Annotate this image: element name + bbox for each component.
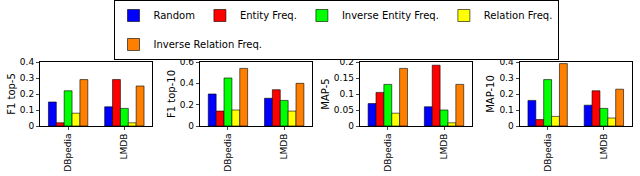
svg-text:0.3: 0.3 [20, 73, 34, 83]
svg-text:0.05: 0.05 [334, 105, 354, 115]
svg-text:0.1: 0.1 [499, 105, 513, 115]
svg-text:0.1: 0.1 [20, 105, 34, 115]
svg-text:LMDB: LMDB [439, 134, 449, 160]
svg-text:0.6: 0.6 [179, 57, 194, 68]
svg-text:0.1: 0.1 [340, 89, 354, 99]
svg-text:0.4: 0.4 [20, 57, 35, 67]
svg-text:Inverse Relation Freq.: Inverse Relation Freq. [154, 39, 263, 50]
svg-text:F1 top-5: F1 top-5 [6, 73, 17, 115]
svg-text:MAP-5: MAP-5 [320, 78, 331, 109]
svg-text:0: 0 [348, 121, 354, 131]
svg-text:0.4: 0.4 [499, 57, 514, 68]
svg-text:0.3: 0.3 [499, 73, 513, 83]
svg-text:MAP-10: MAP-10 [485, 75, 496, 113]
svg-text:0.2: 0.2 [499, 89, 513, 99]
svg-text:0.15: 0.15 [334, 73, 354, 83]
svg-text:0.2: 0.2 [339, 57, 354, 68]
svg-text:LMDB: LMDB [279, 134, 289, 160]
svg-text:0: 0 [188, 121, 194, 131]
svg-text:0: 0 [28, 121, 34, 131]
svg-text:LMDB: LMDB [599, 134, 609, 160]
svg-text:Relation Freq.: Relation Freq. [484, 10, 553, 21]
svg-text:Entity Freq.: Entity Freq. [240, 10, 297, 21]
svg-text:0.2: 0.2 [20, 89, 34, 99]
svg-text:0.4: 0.4 [180, 78, 195, 88]
svg-text:DBpedia: DBpedia [223, 134, 233, 172]
svg-text:0: 0 [508, 121, 514, 131]
svg-text:Random: Random [154, 10, 195, 21]
svg-text:F1 top-10: F1 top-10 [166, 70, 177, 118]
svg-text:DBpedia: DBpedia [543, 134, 553, 172]
svg-text:DBpedia: DBpedia [63, 134, 73, 172]
svg-text:0.2: 0.2 [180, 100, 194, 110]
svg-text:DBpedia: DBpedia [383, 134, 393, 172]
svg-text:LMDB: LMDB [119, 134, 129, 160]
svg-text:Inverse Entity Freq.: Inverse Entity Freq. [342, 10, 439, 21]
